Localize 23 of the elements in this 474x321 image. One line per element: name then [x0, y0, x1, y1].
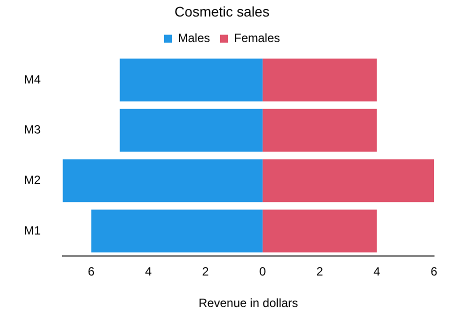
- x-tick-label: 2: [316, 264, 324, 279]
- x-tick-label: 6: [430, 264, 438, 279]
- x-tick-label: 2: [202, 264, 210, 279]
- x-tick-label: 6: [88, 264, 95, 279]
- bar: [262, 210, 377, 252]
- x-tick-label: 4: [145, 264, 152, 279]
- bar: [62, 159, 263, 202]
- bar: [262, 108, 377, 152]
- y-tick-label: M3: [24, 122, 41, 137]
- y-tick-label: M4: [24, 72, 41, 86]
- bar: [120, 58, 263, 102]
- x-tick-label: 4: [374, 264, 381, 279]
- y-tick-label: M1: [24, 223, 41, 238]
- y-tick-label: M2: [24, 172, 41, 187]
- chart-title: Cosmetic sales: [174, 3, 270, 20]
- bar: [262, 159, 434, 202]
- bar: [91, 210, 263, 252]
- legend-label: Males: [178, 31, 210, 46]
- bar: [262, 58, 377, 102]
- x-axis-title: Revenue in dollars: [198, 296, 298, 310]
- legend-label: Females: [234, 31, 280, 46]
- bar: [120, 108, 263, 152]
- x-tick-label: 0: [259, 264, 266, 279]
